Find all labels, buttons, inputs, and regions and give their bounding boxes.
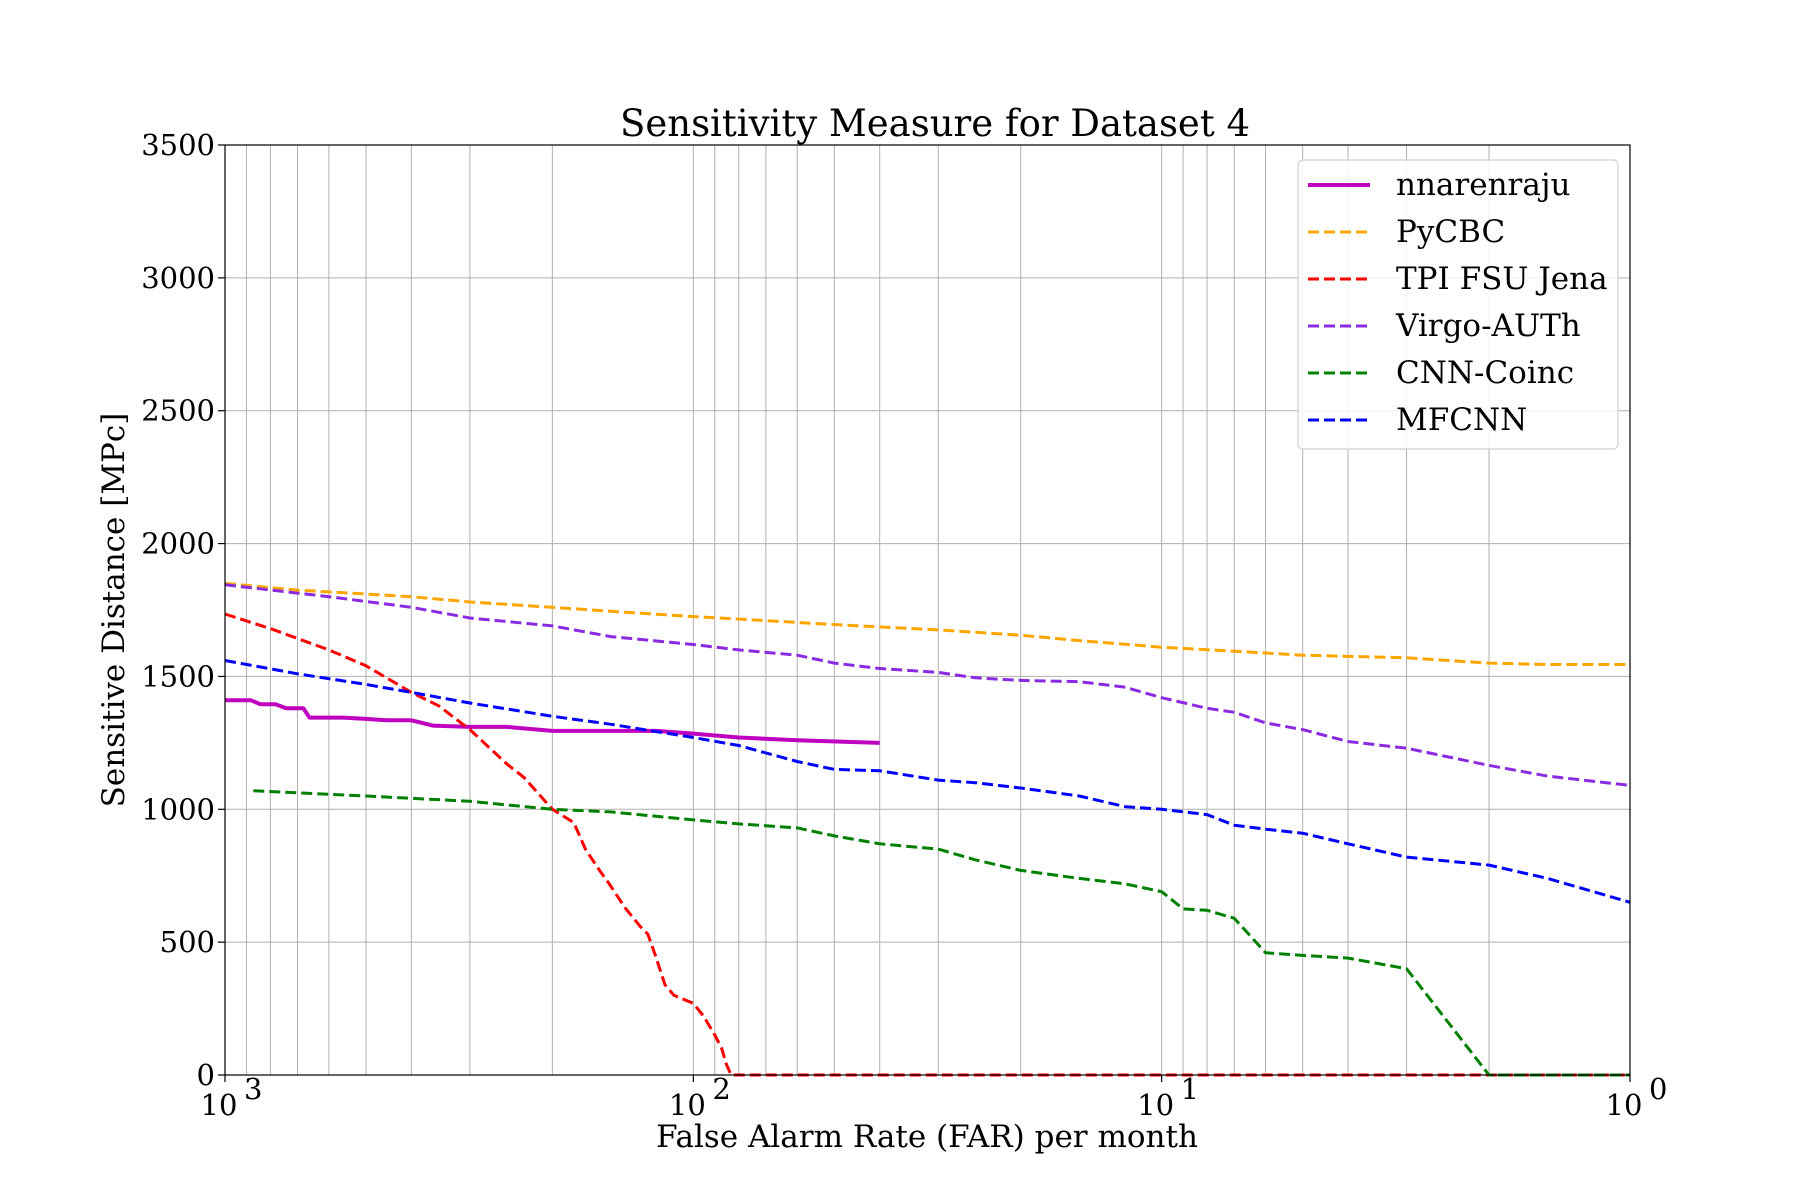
x-tick-exponent: 0 [1649,1072,1667,1106]
y-tick-label: 2000 [141,527,215,561]
y-axis-ticks: 0 500 1000 1500 2000 2500 3000 3500 [141,128,225,1092]
legend: nnarenraju PyCBC TPI FSU Jena Virgo-AUTh CNN… [1297,159,1619,450]
y-tick-label: 1500 [141,659,215,693]
grid [225,144,1631,1076]
x-tick-label: 10 [201,1088,238,1122]
series-line-cnn-coinc [253,789,1630,1077]
series-line-virgo-auth [224,583,1631,787]
y-axis-label: Sensitive Distance [MPc] [96,413,132,808]
legend-label: TPI FSU Jena [1396,261,1608,297]
plot-area [224,581,1631,1077]
legend-label: MFCNN [1396,402,1527,438]
series-line-mfcnn [224,659,1631,904]
legend-label: nnarenraju [1396,167,1570,203]
legend-label: PyCBC [1396,214,1505,250]
x-tick-exponent: 3 [244,1072,262,1106]
x-axis-ticks: 10 3 10 2 10 1 10 0 [201,1072,1668,1122]
y-tick-label: 1000 [141,792,215,826]
y-tick-label: 0 [197,1058,215,1092]
x-tick-label: 10 [669,1088,706,1122]
x-tick-exponent: 1 [1181,1072,1199,1106]
legend-label: Virgo-AUTh [1395,308,1581,344]
series-line-pycbc [224,581,1630,666]
y-tick-label: 500 [160,925,215,959]
x-tick-label: 10 [1137,1088,1174,1122]
series-line-nnarenraju [225,698,880,745]
x-tick-exponent: 2 [712,1072,730,1106]
x-axis-label: False Alarm Rate (FAR) per month [656,1119,1198,1155]
y-tick-label: 3500 [141,128,215,162]
y-tick-label: 3000 [141,261,215,295]
x-tick-label: 10 [1606,1088,1643,1122]
series-line-tpi-fsu-jena [224,612,1630,1077]
chart-title: Sensitivity Measure for Dataset 4 [620,102,1250,145]
plot-frame [224,144,1631,1076]
legend-box [1297,159,1619,450]
legend-label: CNN-Coinc [1396,355,1574,391]
y-tick-label: 2500 [141,394,215,428]
